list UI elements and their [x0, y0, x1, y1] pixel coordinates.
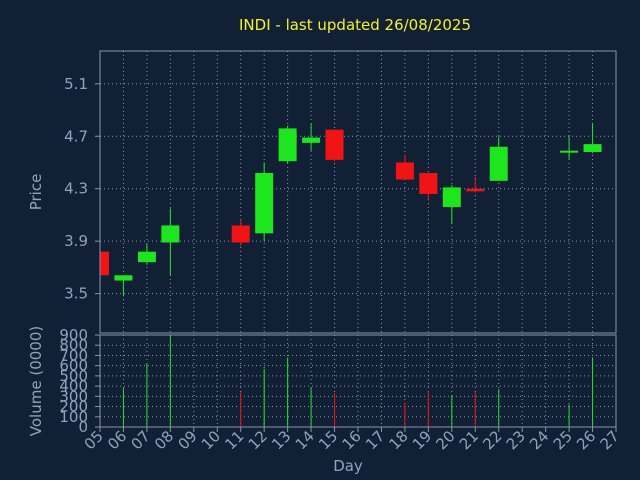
candle-body — [395, 162, 414, 180]
x-tick-label: 18 — [386, 427, 412, 453]
candle-body — [137, 251, 156, 263]
volume-tick-label: 500 — [59, 367, 88, 385]
volume-axis-label: Volume (0000) — [27, 326, 45, 436]
x-tick-label: 08 — [151, 427, 177, 453]
x-tick-label: 14 — [292, 427, 318, 453]
x-tick-label: 10 — [198, 427, 224, 453]
candle-body — [278, 128, 297, 162]
x-tick-label: 09 — [174, 427, 200, 453]
volume-tick-label: 400 — [59, 377, 88, 395]
x-tick-label: 27 — [597, 427, 623, 453]
x-tick-label: 20 — [432, 427, 458, 453]
candle-body — [302, 137, 321, 143]
volume-panel: 0506070809101112131415161718192021222324… — [59, 326, 622, 453]
x-tick-label: 24 — [526, 427, 552, 453]
candle-body — [442, 187, 461, 208]
candle-body — [255, 172, 274, 234]
candle-body — [419, 172, 438, 194]
price-tick-label: 4.3 — [64, 180, 88, 198]
candle-body — [231, 225, 250, 243]
volume-tick-label: 700 — [59, 346, 88, 364]
x-tick-label: 16 — [339, 427, 365, 453]
price-tick-label: 3.5 — [64, 285, 88, 303]
x-tick-label: 17 — [362, 427, 388, 453]
price-plot-frame — [99, 50, 617, 334]
x-tick-label: 19 — [409, 427, 435, 453]
price-tick-label: 4.7 — [64, 127, 88, 145]
candle-body — [161, 225, 180, 243]
price-panel: 3.5 3.9 4.3 4.7 5.1 — [64, 50, 617, 334]
candle-body — [100, 251, 109, 276]
volume-tick-label: 800 — [59, 336, 88, 354]
candle-body — [114, 275, 133, 281]
x-tick-label: 21 — [456, 427, 482, 453]
price-tick-label: 3.9 — [64, 232, 88, 250]
x-tick-label: 11 — [221, 427, 247, 453]
candle-body — [583, 144, 602, 152]
candle-body — [560, 150, 579, 153]
x-tick-label: 12 — [245, 427, 271, 453]
x-tick-label: 26 — [573, 427, 599, 453]
x-tick-label: 15 — [315, 427, 341, 453]
volume-tick-label: 0 — [78, 418, 88, 436]
x-tick-label: 07 — [128, 427, 154, 453]
x-tick-label: 22 — [479, 427, 505, 453]
volume-plot-frame — [99, 334, 617, 428]
x-tick-label: 13 — [268, 427, 294, 453]
volume-tick-label: 100 — [59, 408, 88, 426]
price-axis-label: Price — [27, 174, 45, 211]
x-tick-label: 25 — [550, 427, 576, 453]
volume-tick-label: 300 — [59, 387, 88, 405]
x-tick-label: 23 — [503, 427, 529, 453]
price-tick-label: 5.1 — [64, 75, 88, 93]
candle-body — [325, 129, 344, 160]
volume-tick-label: 900 — [59, 326, 88, 344]
x-tick-label: 06 — [104, 427, 130, 453]
chart-title: INDI - last updated 26/08/2025 — [239, 16, 471, 34]
x-axis-label: Day — [333, 457, 363, 475]
volume-tick-label: 200 — [59, 398, 88, 416]
volume-tick-label: 600 — [59, 357, 88, 375]
candle-body — [466, 188, 485, 192]
candle-body — [489, 146, 508, 181]
